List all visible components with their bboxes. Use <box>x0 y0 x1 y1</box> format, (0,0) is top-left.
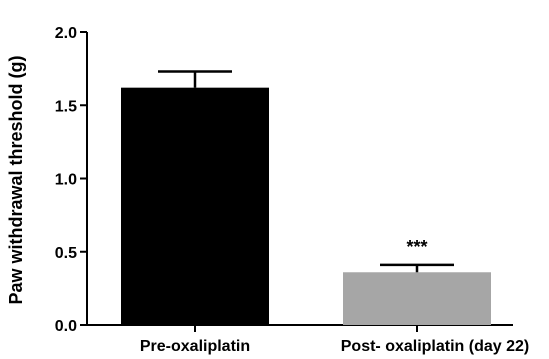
y-axis-title: Paw withdrawal threshold (g) <box>6 55 26 304</box>
bar <box>121 87 269 325</box>
y-tick-label: 1.5 <box>55 98 77 115</box>
x-ticks: Pre-oxaliplatin Post- oxaliplatin (day 22… <box>140 325 529 355</box>
y-tick-label: 2.0 <box>55 25 77 42</box>
bars <box>121 87 491 325</box>
x-tick-label: Post- oxaliplatin (day 22) <box>341 338 529 355</box>
y-ticks: 0.0 0.5 1.0 1.5 2.0 <box>55 25 87 335</box>
error-bars <box>158 70 454 273</box>
y-tick-label: 0.0 <box>55 318 77 335</box>
y-tick-label: 0.5 <box>55 245 77 262</box>
x-tick-label: Pre-oxaliplatin <box>140 338 250 355</box>
bar <box>343 272 491 325</box>
significance-marker: *** <box>406 237 427 257</box>
y-tick-label: 1.0 <box>55 172 77 189</box>
annotations: *** <box>406 237 427 257</box>
